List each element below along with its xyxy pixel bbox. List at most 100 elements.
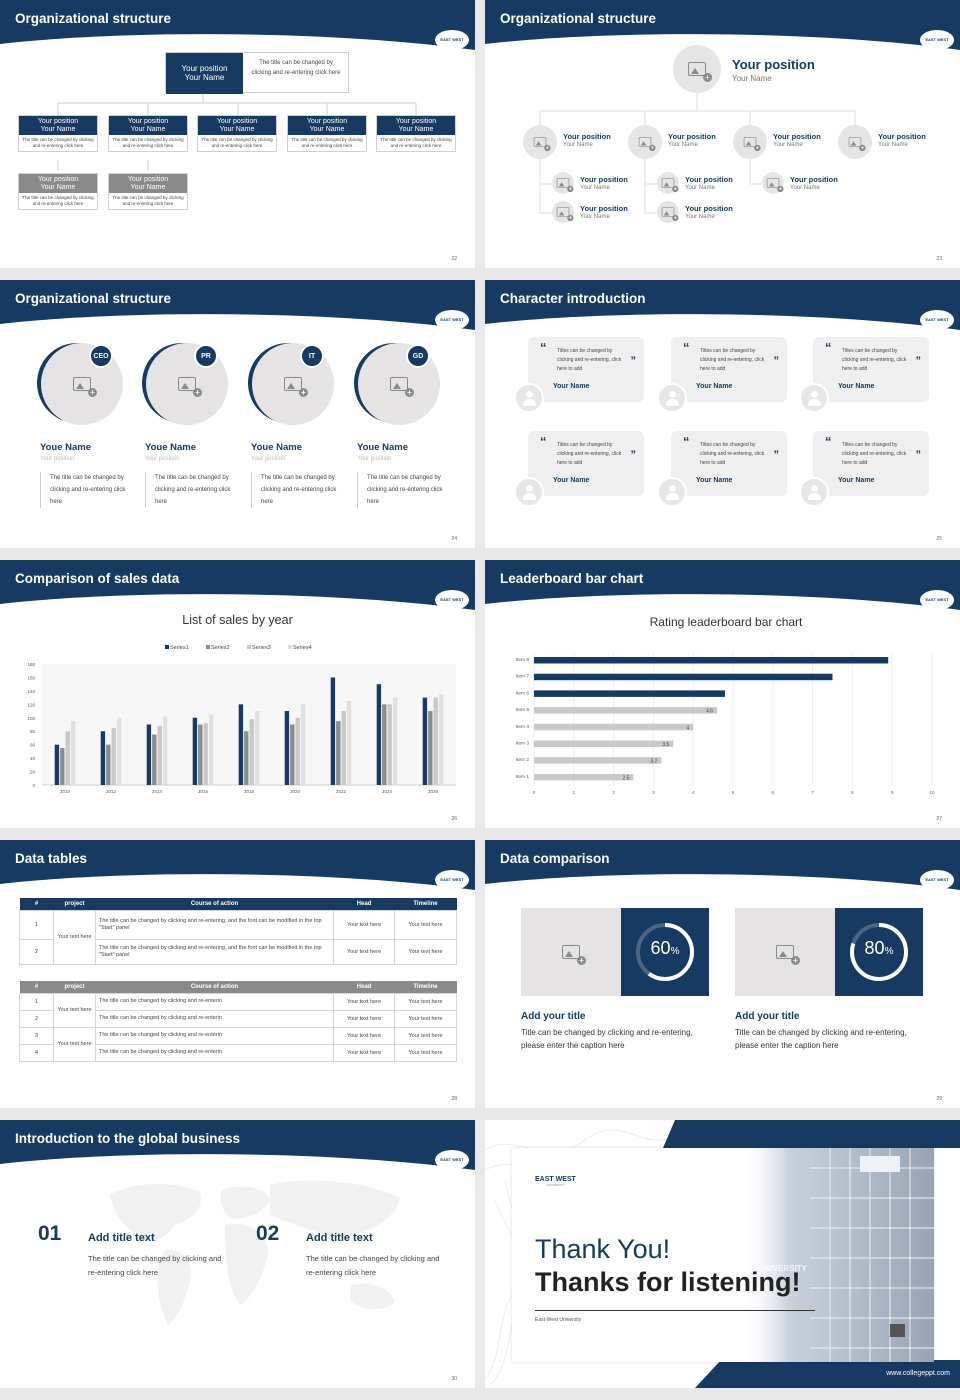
image-placeholder[interactable] [521, 908, 621, 996]
y-tick-label: 20 [30, 770, 36, 775]
quote-card[interactable]: “ ” Titles can be changed by clicking and … [671, 337, 787, 402]
col-header: # [34, 983, 39, 990]
x-tick-label: 2020 [290, 789, 301, 794]
x-tick-label: 5 [732, 790, 735, 795]
x-tick-label: 7 [811, 790, 814, 795]
org-avatar[interactable] [657, 172, 679, 194]
bar [65, 731, 70, 785]
org-desc: The title can be changed by clicking and… [112, 195, 184, 206]
building-photo [740, 1148, 934, 1362]
image-placeholder-icon [638, 137, 656, 152]
org-position: Your position [790, 175, 838, 184]
org-box[interactable]: Your position Your Name The title can be c… [197, 115, 277, 152]
org-name: Your Name [130, 184, 166, 191]
org-box[interactable]: Your position Your Name The title can be c… [18, 173, 98, 210]
progress-ring [636, 923, 694, 981]
person-photo[interactable] [354, 343, 440, 429]
quote-card[interactable]: “ ” Titles can be changed by clicking and … [528, 337, 644, 402]
logo: EAST WEST [435, 30, 469, 50]
bar [249, 719, 254, 785]
cell: Your text here [333, 1009, 395, 1028]
bar [106, 744, 111, 785]
org-top-avatar[interactable] [673, 45, 721, 93]
y-tick-label: 160 [27, 675, 35, 680]
org-box[interactable]: Your position Your Name The title can be c… [108, 115, 188, 152]
org-position: Your position [732, 57, 815, 72]
bar [534, 707, 718, 714]
item-desc: The title can be changed by clicking and… [88, 1254, 222, 1277]
comparison-title: Add your title [735, 1011, 800, 1022]
slide-thank-you: UNIVERSITY EAST WEST UNIVERSITY Thank You… [485, 1120, 960, 1388]
bar [198, 724, 203, 785]
org-desc: The title can be changed by clicking and… [22, 195, 94, 206]
org-avatar[interactable] [657, 201, 679, 223]
quote-card[interactable]: “ ” Titles can be changed by clicking and … [813, 431, 929, 496]
logo: EAST WEST [920, 310, 954, 330]
y-tick-label: 100 [27, 716, 35, 721]
legend-swatch [206, 645, 210, 649]
org-avatar[interactable] [762, 172, 784, 194]
image-placeholder-icon [776, 945, 800, 965]
bar [100, 731, 106, 785]
org-name: Your Name [398, 126, 434, 133]
org-box[interactable]: Your position Your Name The title can be c… [108, 173, 188, 210]
bar [116, 717, 122, 785]
slide-title: Comparison of sales data [15, 571, 180, 586]
role-badge: IT [300, 344, 324, 368]
org-name: Your Name [184, 73, 225, 82]
org-position: Your position [181, 64, 228, 73]
bar [346, 700, 352, 785]
org-position: Your position [306, 118, 348, 125]
quote-card[interactable]: “ ” Titles can be changed by clicking and … [671, 431, 787, 496]
bar [54, 744, 60, 785]
cell: Your text here [394, 909, 457, 940]
image-placeholder[interactable] [735, 908, 835, 996]
org-box[interactable]: Your position Your Name The title can be c… [287, 115, 367, 152]
table-row: 1 Your text here The title can be changed … [19, 909, 457, 965]
x-tick-label: 2026 [428, 789, 439, 794]
website-url[interactable]: www.collegeppt.com [886, 1370, 950, 1377]
slide-header: Data comparison EAST WEST [485, 840, 960, 890]
x-tick-label: 2022 [336, 789, 347, 794]
slide-header: Comparison of sales data EAST WEST [0, 560, 475, 610]
org-position: Your position [685, 204, 733, 213]
avatar-icon [514, 477, 544, 507]
org-avatar[interactable] [552, 172, 574, 194]
quote-open-icon: “ [540, 340, 547, 355]
org-avatar[interactable] [733, 125, 767, 159]
y-tick-label: Item 4 [516, 724, 530, 730]
org-position: Your position [37, 176, 79, 183]
item-title: Add title text [88, 1232, 155, 1244]
data-label: 2.5 [623, 775, 630, 781]
data-label: 4.6 [706, 709, 713, 715]
data-table-2: # project Course of action Head Timeline 1 Yo… [19, 981, 457, 1062]
bar [534, 757, 662, 764]
org-avatar[interactable] [628, 125, 662, 159]
bar [238, 704, 244, 785]
logo: EAST WEST [435, 870, 469, 890]
y-tick-label: Item 7 [516, 674, 530, 680]
org-top-box[interactable]: Your position Your Name The title can be … [165, 52, 349, 94]
bar [336, 721, 341, 785]
y-tick-label: 60 [30, 743, 36, 748]
org-position: Your position [127, 176, 169, 183]
image-placeholder-icon [556, 207, 574, 222]
slide-header: Data tables EAST WEST [0, 840, 475, 890]
org-box[interactable]: Your position Your Name The title can be c… [18, 115, 98, 152]
org-avatar[interactable] [552, 201, 574, 223]
y-tick-label: 180 [27, 662, 35, 667]
image-placeholder-icon [533, 137, 551, 152]
org-desc: The title can be changed by clicking and… [201, 137, 273, 148]
quote-card[interactable]: “ ” Titles can be changed by clicking and … [528, 431, 644, 496]
avatar-icon [514, 383, 544, 413]
org-avatar[interactable] [838, 125, 872, 159]
comparison-block: 60% [521, 908, 709, 996]
quote-card[interactable]: “ ” Titles can be changed by clicking and … [813, 337, 929, 402]
table-row: 4 The title can be changed by clicking an… [19, 1043, 457, 1062]
image-placeholder-icon [766, 178, 784, 193]
org-avatar[interactable] [523, 125, 557, 159]
quote-open-icon: “ [683, 340, 690, 355]
person-desc: The title can be changed by clicking and… [145, 472, 235, 508]
org-box[interactable]: Your position Your Name The title can be c… [376, 115, 456, 152]
percent-panel: 80% [835, 908, 923, 996]
